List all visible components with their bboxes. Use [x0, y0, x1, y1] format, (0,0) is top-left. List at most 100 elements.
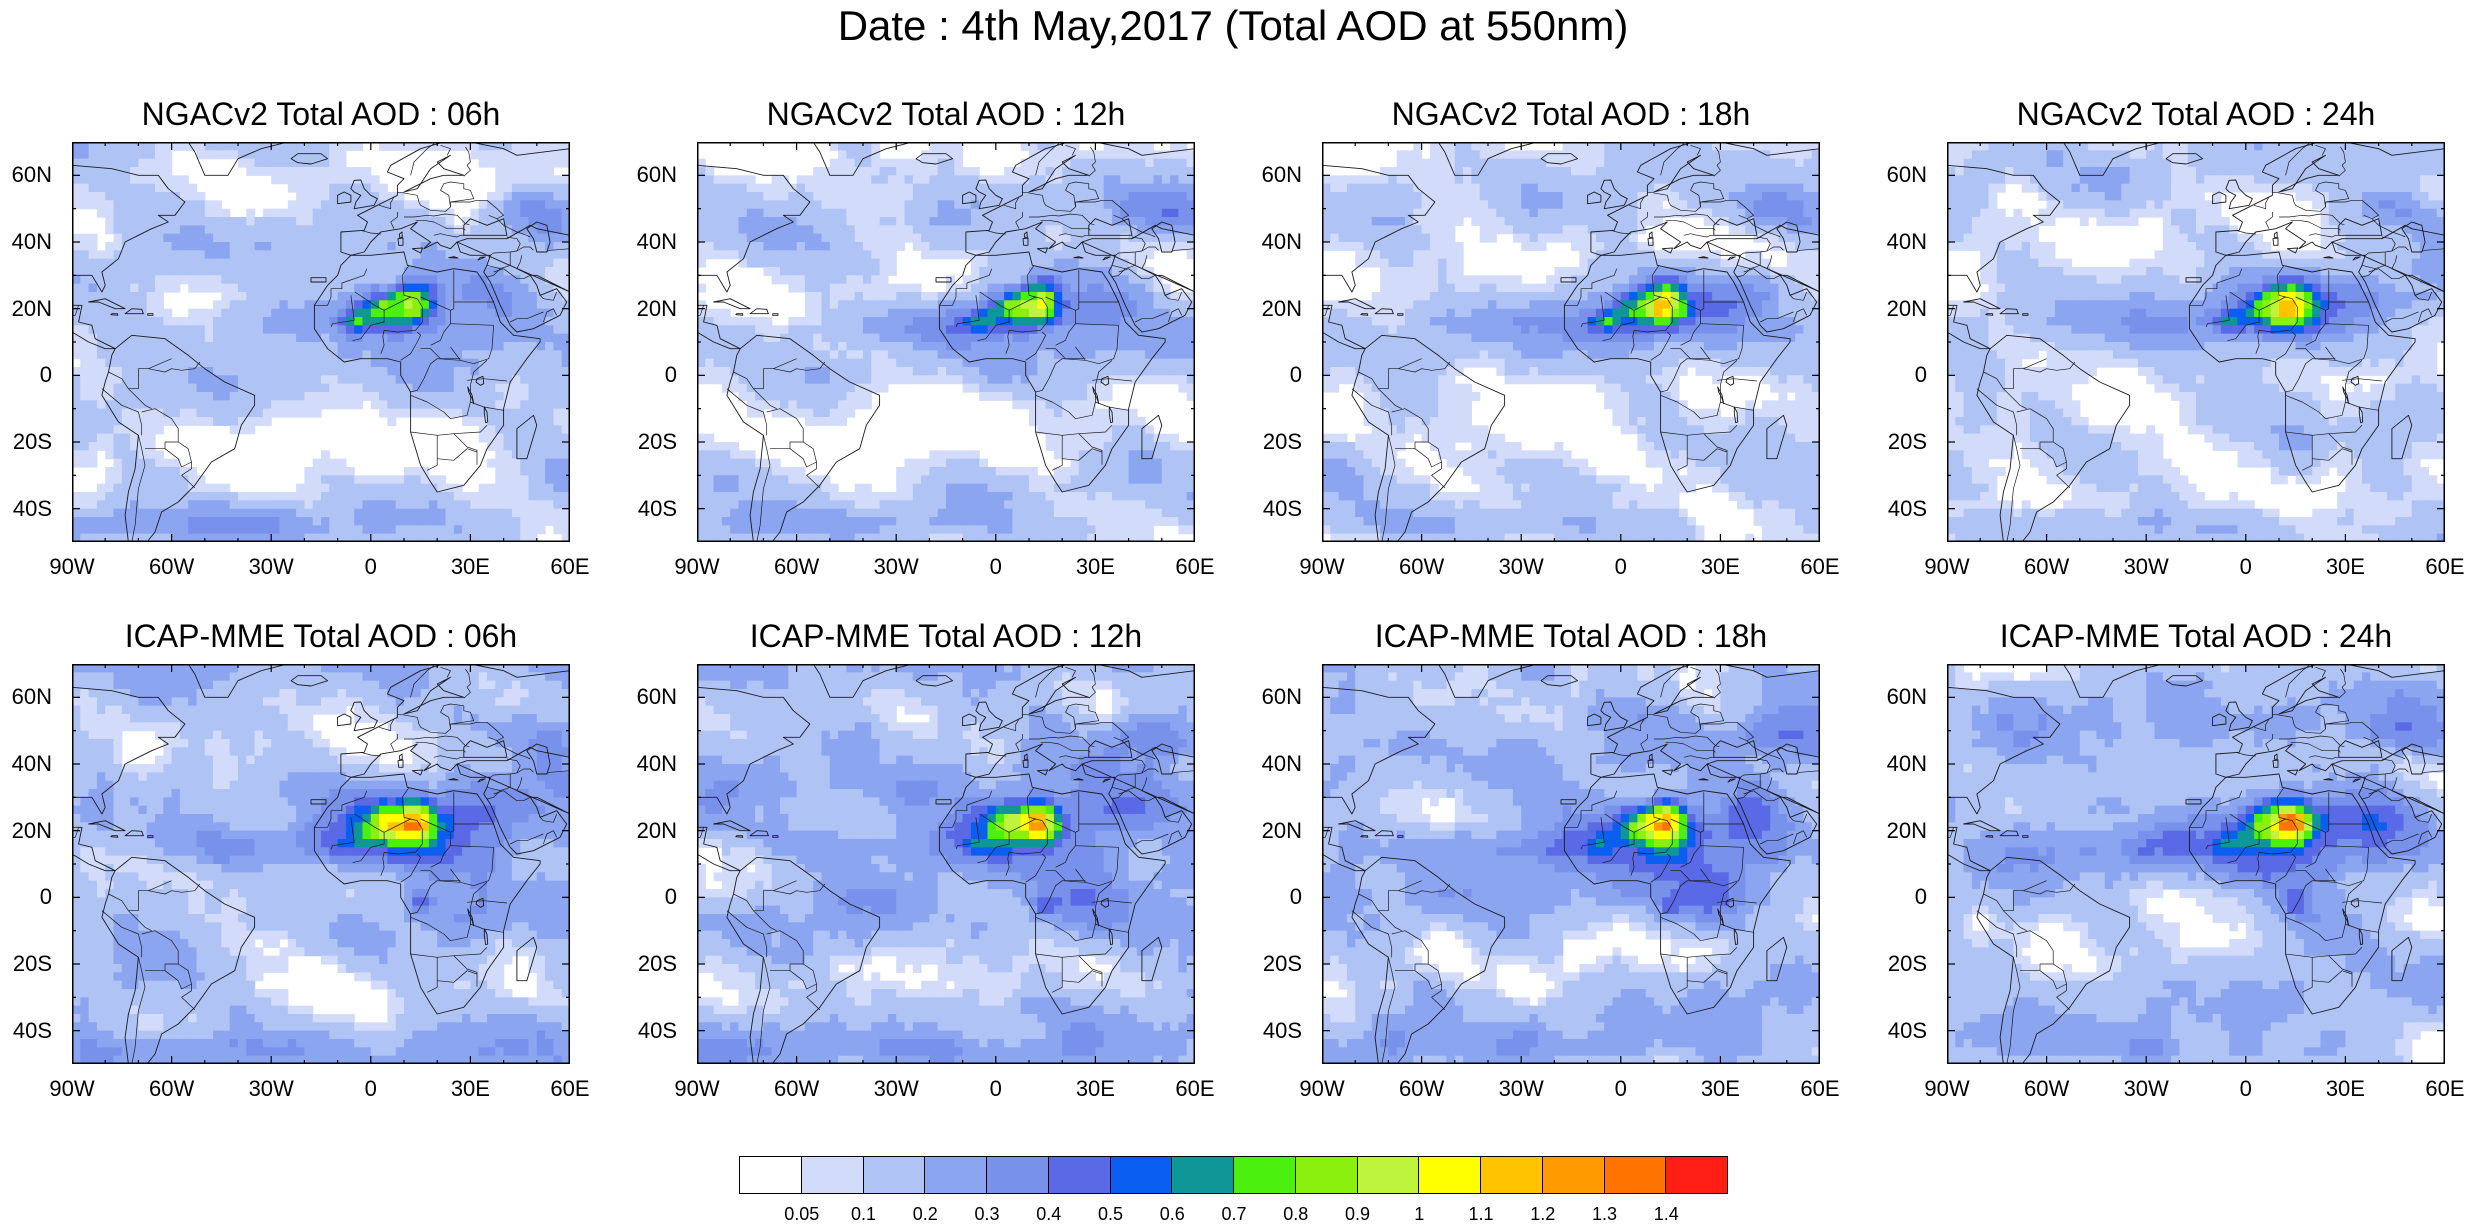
- lat-tick-label: 40S: [638, 1018, 677, 1044]
- lon-tick-label: 30E: [1076, 1076, 1115, 1102]
- lon-tick-label: 60W: [149, 1076, 194, 1102]
- colorbar-box: [1171, 1156, 1234, 1194]
- colorbar-box: [1542, 1156, 1605, 1194]
- lat-tick-label: 40N: [1262, 229, 1302, 255]
- aod-map: [72, 664, 570, 1064]
- lat-tick-label: 20N: [637, 296, 677, 322]
- lat-tick-label: 60N: [1887, 684, 1927, 710]
- lat-tick-label: 20S: [638, 429, 677, 455]
- lat-tick-label: 20N: [1887, 818, 1927, 844]
- colorbar-box: [1665, 1156, 1728, 1194]
- lat-tick-label: 20S: [638, 951, 677, 977]
- aod-field-cells: [72, 142, 570, 542]
- lon-tick-label: 0: [2240, 1076, 2252, 1102]
- aod-map: [1322, 664, 1820, 1064]
- lat-tick-label: 40S: [1263, 1018, 1302, 1044]
- lon-tick-label: 30W: [874, 1076, 919, 1102]
- lon-tick-label: 60E: [1800, 554, 1839, 580]
- lon-tick-label: 90W: [1924, 554, 1969, 580]
- lat-tick-label: 20S: [13, 429, 52, 455]
- lon-tick-label: 30W: [874, 554, 919, 580]
- lat-tick-label: 0: [665, 884, 677, 910]
- lon-tick-label: 0: [1615, 1076, 1627, 1102]
- lon-tick-label: 60E: [550, 554, 589, 580]
- lat-tick-label: 20N: [637, 818, 677, 844]
- lat-tick-label: 60N: [637, 684, 677, 710]
- figure-title: Date : 4th May,2017 (Total AOD at 550nm): [0, 2, 2466, 50]
- lon-tick-label: 90W: [674, 554, 719, 580]
- lon-tick-label: 60W: [1399, 554, 1444, 580]
- lon-tick-label: 30E: [1701, 1076, 1740, 1102]
- lat-tick-label: 0: [40, 884, 52, 910]
- lon-tick-label: 30E: [1076, 554, 1115, 580]
- lat-tick-label: 20S: [13, 951, 52, 977]
- lat-tick-label: 40N: [12, 229, 52, 255]
- aod-field-cells: [697, 664, 1195, 1064]
- lat-tick-label: 40S: [1888, 496, 1927, 522]
- lat-tick-label: 60N: [1262, 162, 1302, 188]
- lon-tick-label: 90W: [1299, 554, 1344, 580]
- lon-tick-label: 30W: [1499, 1076, 1544, 1102]
- lat-tick-label: 20N: [12, 296, 52, 322]
- lat-tick-label: 0: [665, 362, 677, 388]
- panel-title: ICAP-MME Total AOD : 18h: [1302, 618, 1840, 655]
- colorbar-box: [739, 1156, 802, 1194]
- colorbar-box: [863, 1156, 926, 1194]
- lon-tick-label: 0: [365, 1076, 377, 1102]
- aod-field-cells: [697, 142, 1195, 542]
- colorbar-box: [1233, 1156, 1296, 1194]
- lon-tick-label: 0: [1615, 554, 1627, 580]
- panel-title: NGACv2 Total AOD : 18h: [1302, 96, 1840, 133]
- panel-title: ICAP-MME Total AOD : 24h: [1927, 618, 2465, 655]
- lat-tick-label: 40N: [1887, 751, 1927, 777]
- aod-field-cells: [1322, 142, 1820, 542]
- lat-tick-label: 20S: [1263, 429, 1302, 455]
- lon-tick-label: 60W: [2024, 554, 2069, 580]
- lon-tick-label: 0: [990, 554, 1002, 580]
- lat-tick-label: 60N: [637, 162, 677, 188]
- lat-tick-label: 20S: [1888, 951, 1927, 977]
- colorbar-box: [1357, 1156, 1420, 1194]
- aod-map: [72, 142, 570, 542]
- lat-tick-label: 20N: [1262, 818, 1302, 844]
- colorbar-box: [1048, 1156, 1111, 1194]
- aod-map: [697, 664, 1195, 1064]
- lon-tick-label: 60W: [1399, 1076, 1444, 1102]
- aod-colorbar: [740, 1156, 1728, 1194]
- lat-tick-label: 60N: [12, 684, 52, 710]
- panel-title: ICAP-MME Total AOD : 06h: [52, 618, 590, 655]
- lon-tick-label: 90W: [49, 1076, 94, 1102]
- lon-tick-label: 30W: [249, 554, 294, 580]
- lon-tick-label: 90W: [1924, 1076, 1969, 1102]
- aod-map: [1322, 142, 1820, 542]
- lat-tick-label: 20N: [1262, 296, 1302, 322]
- lat-tick-label: 20N: [1887, 296, 1927, 322]
- lon-tick-label: 60E: [1175, 1076, 1214, 1102]
- lat-tick-label: 0: [1290, 362, 1302, 388]
- lat-tick-label: 40S: [1263, 496, 1302, 522]
- lat-tick-label: 60N: [12, 162, 52, 188]
- aod-field-cells: [1322, 664, 1820, 1064]
- colorbar-box: [1480, 1156, 1543, 1194]
- lat-tick-label: 0: [1290, 884, 1302, 910]
- lat-tick-label: 40N: [1262, 751, 1302, 777]
- colorbar-box: [986, 1156, 1049, 1194]
- lat-tick-label: 40S: [1888, 1018, 1927, 1044]
- aod-map: [1947, 142, 2445, 542]
- lat-tick-label: 40N: [12, 751, 52, 777]
- colorbar-box: [1295, 1156, 1358, 1194]
- lat-tick-label: 40N: [637, 229, 677, 255]
- panel-title: ICAP-MME Total AOD : 12h: [677, 618, 1215, 655]
- lat-tick-label: 0: [1915, 884, 1927, 910]
- lon-tick-label: 60E: [2425, 554, 2464, 580]
- lon-tick-label: 30E: [2326, 554, 2365, 580]
- lat-tick-label: 40S: [638, 496, 677, 522]
- colorbar-box: [1604, 1156, 1667, 1194]
- lat-tick-label: 40N: [637, 751, 677, 777]
